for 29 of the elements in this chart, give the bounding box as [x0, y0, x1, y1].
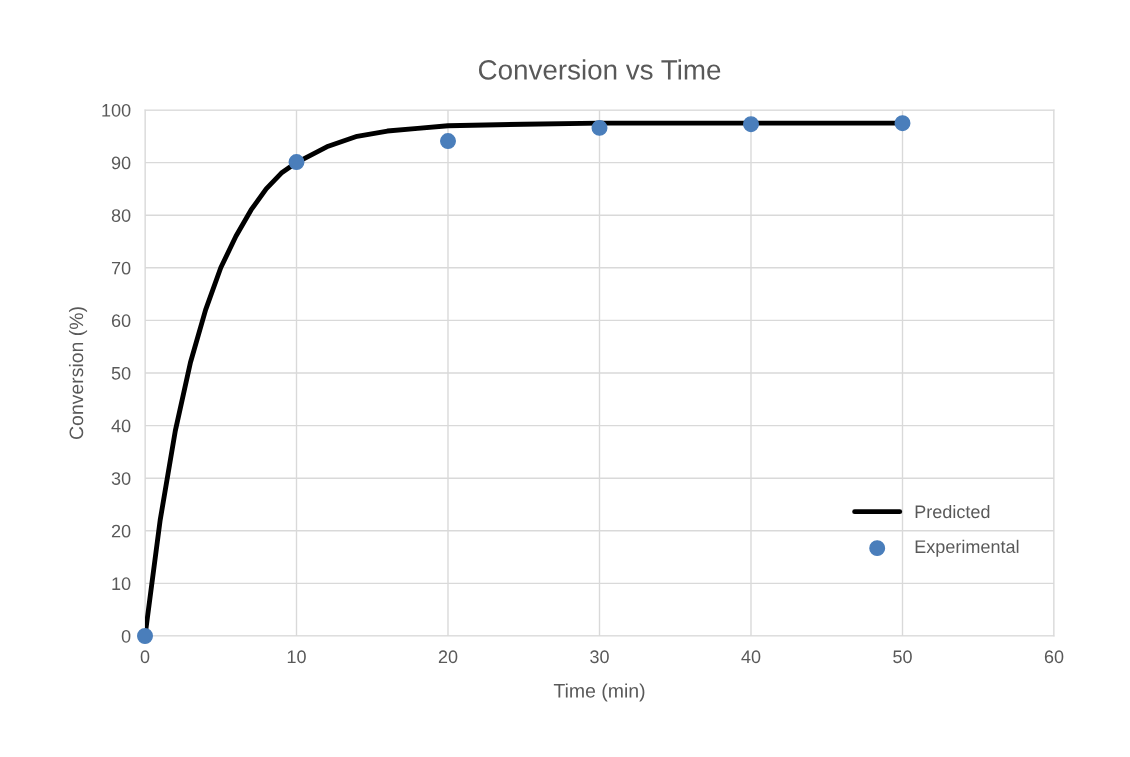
y-tick-label: 100	[102, 103, 131, 117]
point	[440, 133, 456, 150]
point	[894, 115, 911, 132]
y-axis-title: Conversion (%)	[68, 307, 88, 440]
legend-label: Experimental	[915, 539, 1019, 557]
x-tick-label: 30	[590, 650, 609, 664]
y-tick-label: 30	[111, 472, 131, 485]
legend-label: Predicted	[915, 504, 990, 519]
point	[137, 628, 153, 644]
x-tick-label: 0	[140, 650, 150, 664]
chart-title: Conversion vs Time	[478, 59, 721, 80]
y-tick-label: 80	[111, 209, 131, 222]
x-tick-label: 40	[741, 650, 761, 664]
y-tick-label: 90	[111, 156, 131, 170]
x-tick-label: 10	[287, 650, 306, 664]
point	[591, 119, 608, 136]
y-tick-label: 70	[111, 261, 131, 275]
y-tick-label: 10	[112, 577, 131, 591]
x-tick-label: 20	[438, 650, 458, 664]
y-tick-label: 0	[121, 629, 131, 643]
x-tick-label: 60	[1044, 650, 1064, 664]
point	[743, 116, 759, 133]
y-tick-label: 20	[111, 524, 131, 538]
point	[288, 154, 305, 171]
y-tick-label: 40	[111, 419, 131, 433]
y-tick-label: 50	[111, 366, 131, 380]
x-tick-label: 50	[893, 650, 912, 664]
x-axis-title: Time (min)	[553, 683, 645, 702]
y-tick-label: 60	[111, 314, 131, 328]
